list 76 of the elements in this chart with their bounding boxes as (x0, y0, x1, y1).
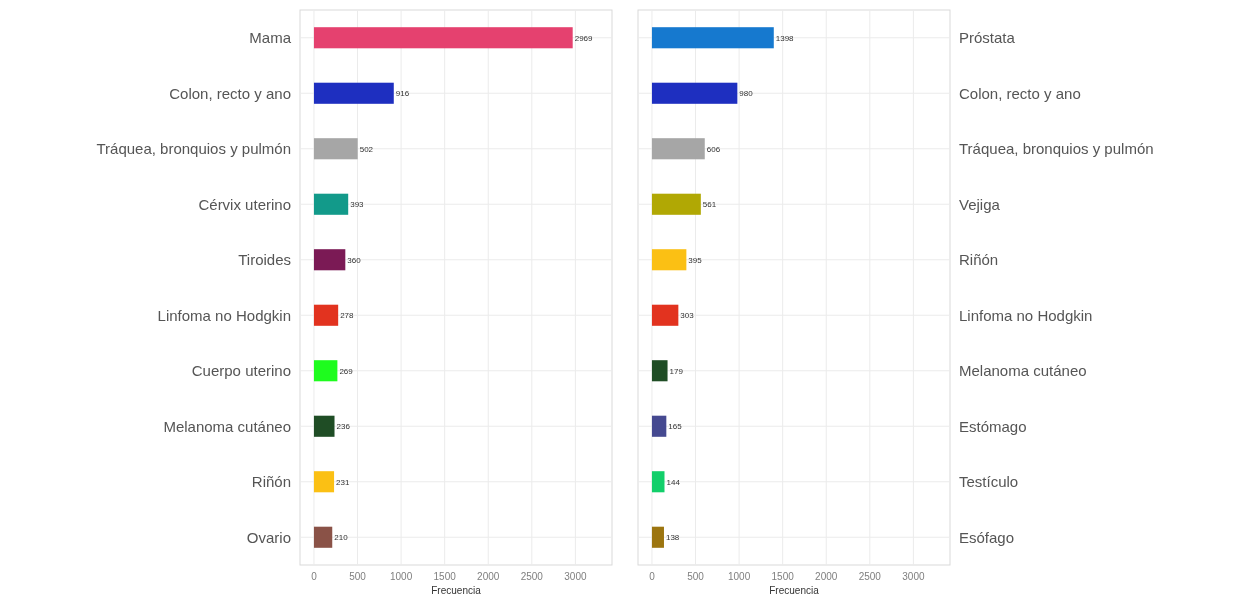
x-tick-label: 1000 (727, 571, 751, 582)
bar (651, 360, 668, 382)
bar (313, 27, 573, 49)
data-label: 395 (688, 255, 703, 265)
bar (651, 526, 664, 548)
bar (651, 82, 738, 104)
y-tick-label: Riñón (959, 251, 999, 268)
data-label: 269 (339, 366, 354, 376)
y-tick-label: Mama (249, 29, 292, 46)
bar (313, 304, 339, 326)
data-label: 179 (669, 366, 684, 376)
x-tick-label: 1000 (389, 571, 413, 582)
bar (651, 415, 667, 437)
bar (651, 193, 701, 215)
data-label: 1398 (775, 33, 795, 43)
data-label: 2969 (574, 33, 594, 43)
x-axis-title: Frecuencia (431, 585, 482, 596)
bar (313, 471, 335, 493)
y-tick-label: Próstata (959, 29, 1016, 46)
data-label: 606 (706, 144, 721, 154)
data-label: 210 (334, 533, 349, 543)
x-axis-title: Frecuencia (769, 585, 820, 596)
x-tick-label: 500 (687, 571, 705, 582)
data-label: 980 (739, 89, 754, 99)
bar (313, 82, 394, 104)
bar (651, 471, 665, 493)
data-label: 144 (666, 477, 681, 487)
data-label: 231 (336, 477, 350, 487)
y-tick-label: Linfoma no Hodgkin (157, 306, 291, 324)
y-tick-label: Melanoma cutáneo (163, 417, 291, 435)
y-tick-label: Colon, recto y ano (169, 84, 291, 102)
bar (313, 249, 346, 271)
x-tick-label: 0 (311, 571, 318, 582)
y-tick-label: Estómago (959, 417, 1027, 435)
bar (313, 360, 338, 382)
x-tick-label: 2500 (858, 571, 882, 582)
bar (651, 249, 687, 271)
data-label: 278 (340, 311, 355, 321)
x-tick-label: 1500 (771, 571, 795, 582)
data-label: 138 (665, 533, 680, 543)
y-tick-label: Ovario (246, 528, 291, 546)
bar (313, 138, 358, 160)
bar (651, 138, 705, 160)
data-label: 303 (680, 311, 695, 321)
y-tick-label: Vejiga (959, 195, 1001, 213)
x-tick-label: 2500 (520, 571, 544, 582)
x-tick-label: 0 (649, 571, 656, 582)
bar (651, 27, 774, 49)
y-tick-label: Riñón (251, 473, 291, 490)
y-tick-label: Tráquea, bronquios y pulmón (959, 140, 1154, 157)
data-label: 236 (336, 422, 351, 432)
bar (651, 304, 679, 326)
x-tick-label: 2000 (815, 571, 838, 582)
y-tick-label: Tiroides (238, 251, 291, 268)
bar (313, 415, 335, 437)
data-label: 561 (702, 200, 717, 210)
data-label: 502 (359, 144, 374, 154)
y-tick-label: Esófago (959, 528, 1015, 546)
data-label: 393 (350, 200, 365, 210)
data-label: 916 (395, 89, 410, 99)
y-tick-label: Cuerpo uterino (191, 362, 291, 379)
y-tick-label: Colon, recto y ano (959, 84, 1081, 102)
y-tick-label: Linfoma no Hodgkin (959, 306, 1093, 324)
bar (313, 526, 333, 548)
y-tick-label: Melanoma cutáneo (959, 362, 1087, 379)
x-tick-label: 3000 (564, 571, 587, 582)
x-tick-label: 500 (349, 571, 367, 582)
data-label: 165 (668, 422, 683, 432)
data-label: 360 (347, 255, 362, 265)
x-tick-label: 2000 (477, 571, 500, 582)
x-tick-label: 3000 (902, 571, 925, 582)
y-tick-label: Cérvix uterino (198, 195, 291, 213)
y-tick-label: Tráquea, bronquios y pulmón (96, 140, 291, 157)
bar (313, 193, 349, 215)
y-tick-label: Testículo (959, 473, 1019, 490)
x-tick-label: 1500 (433, 571, 457, 582)
